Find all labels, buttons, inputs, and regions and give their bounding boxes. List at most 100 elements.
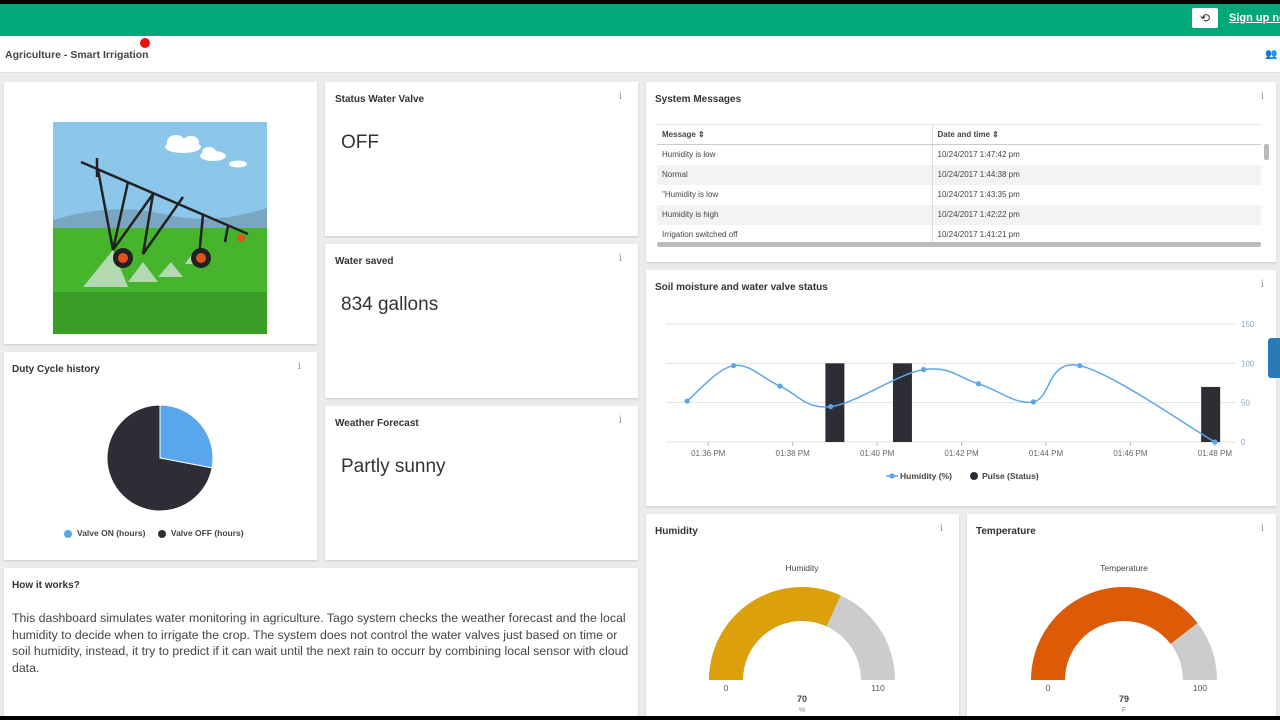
gauge-value-arc — [709, 587, 841, 680]
sign-up-link[interactable]: Sign up no — [1229, 12, 1280, 24]
x-tick-label: 01:36 PM — [691, 449, 726, 458]
y-tick-label: 100 — [1241, 359, 1255, 368]
pulse-bar[interactable] — [1201, 386, 1221, 442]
status-water-valve-card: Status Water Valve i OFF — [325, 82, 638, 236]
humidity-point[interactable] — [1212, 439, 1218, 445]
message-cell: "Humidity is low — [657, 184, 933, 205]
card-title: System Messages — [655, 94, 742, 105]
humidity-line — [686, 364, 1216, 443]
card-title: Soil moisture and water valve status — [655, 282, 828, 293]
users-icon[interactable]: 👥 — [1265, 49, 1278, 60]
weather-value: Partly sunny — [341, 456, 446, 477]
y-tick-label: 150 — [1241, 320, 1255, 329]
table-row: Irrigation switched off 10/24/2017 1:41:2… — [657, 224, 1261, 245]
date-cell: 10/24/2017 1:47:42 pm — [937, 150, 1020, 160]
gauge-title: Temperature — [1100, 563, 1148, 573]
pulse-bar[interactable] — [892, 363, 912, 442]
refresh-button[interactable]: ⟲ — [1192, 8, 1218, 28]
chart-legend: Humidity (%) Pulse (Status) — [886, 471, 1039, 481]
messages-table: Message ⇕ Date and time ⇕ Humidity is lo… — [657, 124, 1261, 245]
side-panel-tab[interactable] — [1268, 338, 1280, 378]
x-tick-label: 01:38 PM — [776, 449, 811, 458]
top-navigation-bar: ⟲ Sign up no — [0, 0, 1280, 36]
card-title: Humidity — [655, 526, 698, 537]
humidity-point[interactable] — [777, 383, 783, 389]
table-row: Humidity is low 10/24/2017 1:47:42 pm — [657, 144, 1261, 165]
date-cell: 10/24/2017 1:41:21 pm — [937, 230, 1020, 239]
info-icon[interactable]: i — [297, 361, 301, 372]
card-title: Status Water Valve — [335, 94, 425, 105]
column-header-date[interactable]: Date and time ⇕ — [932, 124, 1261, 145]
water-saved-card: Water saved i 834 gallons — [325, 244, 638, 398]
card-title: Weather Forecast — [335, 418, 419, 429]
gauge-value-arc — [1031, 587, 1198, 680]
info-icon[interactable]: i — [618, 91, 622, 102]
legend-humidity-marker — [889, 473, 895, 479]
x-tick-label: 01:44 PM — [1029, 449, 1064, 458]
irrigation-image-card — [4, 82, 317, 344]
message-cell: Humidity is low — [657, 144, 933, 165]
date-cell: 10/24/2017 1:42:22 pm — [932, 204, 1261, 225]
soil-moisture-chart-card: Soil moisture and water valve status i 0… — [646, 270, 1276, 506]
legend-item-valve-on[interactable]: Valve ON (hours) — [64, 528, 146, 538]
humidity-card: Humidity i Humidity 0 110 70% — [646, 514, 959, 716]
valve-status-value: OFF — [341, 132, 379, 153]
gauge-min-label: 0 — [1046, 683, 1051, 693]
legend-pulse-marker — [970, 472, 978, 480]
gauge-value-label: 79 — [1119, 694, 1129, 704]
pulse-bar[interactable] — [825, 363, 845, 442]
horizontal-scrollbar[interactable] — [657, 242, 1261, 247]
notification-dot — [140, 38, 150, 48]
vertical-scrollbar[interactable] — [1264, 144, 1269, 160]
info-icon[interactable]: i — [1260, 523, 1264, 534]
soil-moisture-chart: 0 50 100 150 01:36 PM 01:38 PM 01:40 PM 01:42 P… — [666, 320, 1255, 481]
humidity-point[interactable] — [975, 381, 982, 387]
duty-cycle-card: Duty Cycle history i Valve ON (hours) Va… — [4, 352, 317, 560]
temperature-card: Temperature i Temperature 0 100 79 F — [967, 514, 1276, 716]
gauge-max-label: 110 — [871, 683, 885, 693]
pie-slice-valve-off[interactable] — [106, 404, 213, 512]
gauge-min-label: 0 — [724, 683, 729, 693]
humidity-gauge: Humidity 0 110 70% — [709, 563, 895, 714]
x-tick-label: 01:42 PM — [944, 449, 979, 458]
info-icon[interactable]: i — [1260, 91, 1264, 102]
column-header-message[interactable]: Message ⇕ — [657, 124, 933, 145]
refresh-icon: ⟲ — [1199, 11, 1211, 25]
card-title: Temperature — [976, 526, 1036, 537]
gauge-unit-label: F — [1122, 707, 1126, 714]
legend-pulse-label[interactable]: Pulse (Status) — [982, 471, 1039, 481]
page-title: Agriculture - Smart Irrigation — [5, 49, 149, 61]
gauge-title: Humidity — [785, 563, 819, 573]
dashboard-header: Agriculture - Smart Irrigation 👥 — [0, 36, 1280, 73]
message-cell: Normal — [657, 164, 933, 185]
date-cell: 10/24/2017 1:44:38 pm — [932, 164, 1261, 185]
weather-forecast-card: Weather Forecast i Partly sunny — [325, 406, 638, 560]
pie-slice-valve-on[interactable] — [159, 404, 214, 469]
table-header-row: Message ⇕ Date and time ⇕ — [657, 124, 1261, 145]
table-row: Humidity is high 10/24/2017 1:42:22 pm — [657, 204, 1261, 225]
humidity-point[interactable] — [730, 363, 737, 369]
humidity-point[interactable] — [1077, 363, 1083, 369]
card-title: Duty Cycle history — [12, 364, 100, 375]
table-row: Normal 10/24/2017 1:44:38 pm — [657, 164, 1261, 185]
info-icon[interactable]: i — [939, 523, 943, 534]
humidity-point[interactable] — [1030, 399, 1036, 405]
info-icon[interactable]: i — [618, 415, 622, 426]
humidity-point[interactable] — [828, 404, 834, 410]
info-icon[interactable]: i — [1260, 279, 1264, 290]
water-saved-value: 834 gallons — [341, 294, 439, 315]
card-title: How it works? — [12, 580, 80, 591]
legend-humidity-label[interactable]: Humidity (%) — [900, 471, 952, 481]
date-cell: 10/24/2017 1:43:35 pm — [937, 190, 1020, 199]
info-icon[interactable]: i — [618, 253, 622, 264]
duty-cycle-pie — [106, 404, 214, 512]
message-cell: Irrigation switched off — [657, 224, 933, 245]
how-it-works-card: How it works? This dashboard simulates w… — [4, 568, 638, 716]
humidity-point[interactable] — [684, 398, 690, 404]
legend-item-valve-off[interactable]: Valve OFF (hours) — [157, 528, 244, 538]
gauge-value-label: 70 — [797, 694, 807, 704]
system-messages-card: System Messages i Message ⇕ Date and tim… — [646, 82, 1276, 262]
card-title: Water saved — [335, 256, 394, 267]
humidity-point[interactable] — [920, 367, 927, 373]
